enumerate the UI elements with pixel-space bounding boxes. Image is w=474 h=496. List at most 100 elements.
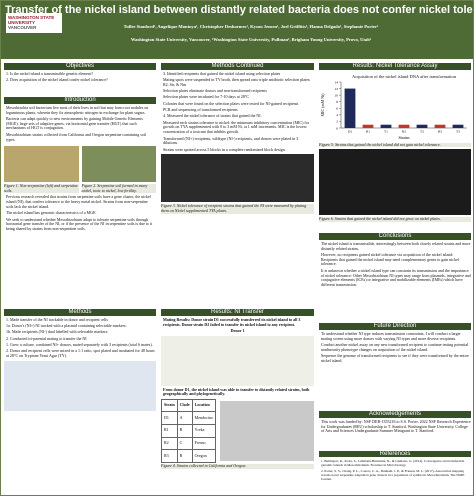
header-cell: Clade	[176, 398, 193, 413]
caption: Figure 2. Serpentine soil formed in many…	[81, 183, 156, 194]
list-item: Mesorhizobia soil bacterium live most of…	[6, 104, 149, 115]
heading: Conclusions	[319, 233, 471, 240]
photo	[4, 145, 79, 182]
y-tick-label: 4	[336, 113, 338, 117]
list-item: 1b. Made recipients (NI-) dual labelled …	[6, 329, 109, 335]
introduction: Introduction Mesorhizobia soil bacterium …	[4, 97, 156, 234]
cell: D1	[161, 411, 178, 425]
references: References 1. Bellingeri, R., Paola, S., …	[319, 451, 471, 482]
results-tolerance: Results: Nickel Tolerance Assay Acquisit…	[319, 63, 471, 224]
heading: References	[319, 451, 471, 457]
x-tick-label: T2	[420, 129, 424, 133]
bar	[416, 124, 428, 128]
list-item: 4. Measured the nickel tolerance of stra…	[163, 113, 262, 119]
heading: Future Direction	[319, 323, 471, 330]
list-item: Colonies that were found on the selectio…	[163, 100, 299, 106]
x-label: Strains	[398, 135, 410, 140]
cell: C	[176, 436, 193, 451]
list-item: 1. Grew a culture, combined NI+ donors, …	[6, 341, 153, 347]
chart-title: Acquisition of the nickel island DNA aft…	[352, 74, 457, 79]
list-item: Selection plates were incubated for 7-10…	[163, 94, 250, 100]
cell: R2	[161, 436, 178, 451]
text: From donor D1, the nickel island was abl…	[163, 386, 310, 397]
caption: Figure 6. Strains that gained the nickel…	[319, 217, 471, 223]
list-item: 1. Made transfer of the NI trackable in …	[6, 316, 108, 322]
heading: Introduction	[4, 97, 156, 104]
conclusions: Conclusions The nickel island is transmis…	[319, 233, 471, 289]
bar	[362, 124, 374, 128]
list-item: 2. Donor and recipient cells were mixed …	[6, 348, 155, 359]
heading: Results: NI Transfer	[161, 309, 314, 316]
diagram	[161, 335, 314, 386]
heading: Results: Nickel Tolerance Assay	[319, 63, 471, 70]
logo: WASHINGTON STATE UNIVERSITY VANCOUVER	[6, 13, 62, 33]
heading: Objectives	[4, 63, 156, 70]
objectives: Objectives 1. Is the nickel island a tran…	[4, 63, 156, 84]
list-item: 1. Bellingeri, R., Paola, S., Lehmann-Br…	[321, 459, 465, 467]
list-item: Bacteria can adapt quickly to new enviro…	[6, 115, 143, 131]
logo-sub: VANCOUVER	[8, 25, 37, 30]
list-item: Strains were spotted across 5 blocks in …	[163, 146, 286, 152]
list-item: Mesorhizobium strains collected from Cal…	[6, 131, 147, 142]
list-item: PCR and sequencing of transformed recipi…	[163, 107, 238, 113]
table-row: R3 B Oregon	[161, 449, 216, 463]
y-tick-label: 0	[336, 126, 338, 130]
bar	[434, 124, 446, 128]
bar	[452, 124, 464, 128]
photo	[81, 145, 156, 182]
cell: B	[176, 423, 193, 438]
y-tick-label: 2	[336, 120, 338, 124]
cell: R1	[161, 423, 178, 438]
bar	[398, 124, 410, 128]
x-tick-label: T3	[456, 129, 460, 133]
list-item: To understand whether NI type induces tr…	[321, 330, 461, 341]
map	[219, 400, 314, 461]
methods: Methods 1. Made transfer of the NI tracka…	[4, 309, 156, 413]
list-item: Previous research revealed that strains …	[6, 194, 151, 210]
list-item: 1. Is the nickel island a transmissible …	[6, 70, 93, 76]
list-item: 2. Porter, S. S., Chang, P. L., Conow, C…	[321, 468, 465, 481]
caption: Figure 5: Strains that gained the nickel…	[319, 142, 471, 148]
caption: Figure 1. Non-serpentine (left) and serp…	[4, 182, 79, 194]
strain-table: Strain Clade Location D1 A Mendocino R1 B Yreka R…	[161, 398, 216, 463]
x-tick-label: D1	[348, 129, 353, 133]
list-item: Mating spots were suspended in TY broth,…	[163, 77, 311, 87]
list-item: It is unknown whether a nickel island ty…	[321, 267, 471, 288]
y-tick-label: 14	[335, 80, 339, 84]
list-item: Transformed (NI+) recipients, wildtype (…	[163, 135, 299, 146]
heading: Acknowledgements	[319, 411, 471, 418]
cell: A	[176, 411, 193, 425]
results-ni-transfer: Results: NI Transfer Mating Results: Don…	[161, 309, 314, 471]
list-item: However, no recipients gained nickel tol…	[321, 251, 459, 267]
text: Mating Results: Donor strain D1 successf…	[163, 316, 301, 327]
methods-continued: Methods Continued 3. Identified recipient…	[161, 63, 314, 216]
x-tick-label: R3	[438, 129, 442, 133]
list-item: We seek to understand whether Mesorhizob…	[6, 216, 153, 232]
list-item: 1a. Donor's (NI+) NI tracked with a plas…	[6, 323, 127, 329]
title: Transfer of the nickel island between di…	[5, 4, 474, 16]
y-tick-label: 6	[336, 106, 338, 110]
y-tick-label: 8	[336, 100, 338, 104]
bar-chart: Acquisition of the nickel island DNA aft…	[320, 74, 467, 140]
authors: Tullee Stanford¹, Angelique Montoya¹, Ch…	[123, 24, 379, 29]
list-item: 3. Identified recipients that gained the…	[163, 70, 281, 76]
y-tick-label: 12	[335, 87, 339, 91]
caption: Figure 4. Strains collected in Californi…	[161, 463, 314, 469]
cell: Oregon	[191, 449, 216, 463]
cell: B	[176, 449, 193, 463]
future-direction: Future Direction To understand whether NI…	[319, 323, 471, 365]
table-row: R1 B Yreka	[161, 423, 216, 438]
logo-text: WASHINGTON STATE UNIVERSITY	[8, 15, 55, 25]
list-item: Selection plates eliminate donors and no…	[163, 88, 267, 94]
list-item: 2. Conducted tri-parental mating to tran…	[6, 335, 87, 341]
x-tick-label: R2	[402, 129, 406, 133]
header: WASHINGTON STATE UNIVERSITY VANCOUVER Tra…	[1, 1, 473, 59]
heading: Methods	[4, 309, 156, 316]
acknowledgements: Acknowledgements This work was funded by:…	[319, 411, 471, 436]
plate-photo	[161, 154, 314, 203]
table-row: R2 C Fresno	[161, 436, 216, 451]
list-item: The nickel island is transmissible, inte…	[321, 240, 471, 251]
list-item: The nickel island has genomic characteri…	[6, 210, 97, 216]
diagram	[4, 360, 156, 411]
bar	[380, 124, 392, 128]
